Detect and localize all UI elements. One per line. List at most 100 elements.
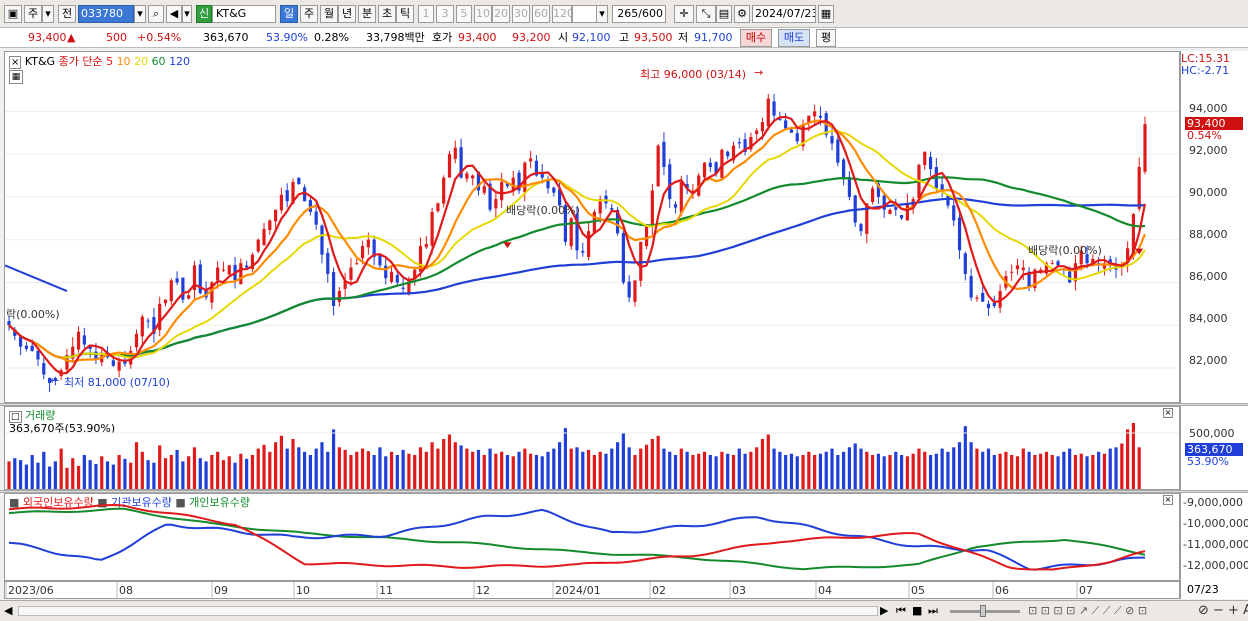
candle-body: [842, 159, 846, 178]
speaker-icon[interactable]: ◀: [166, 5, 182, 23]
crosshair-icon[interactable]: ✛: [674, 5, 694, 23]
gear-icon[interactable]: ⚙: [734, 5, 750, 23]
stock-code-input[interactable]: 033780: [78, 5, 134, 23]
x-tick-label: 2024/01: [555, 584, 601, 597]
buy-button[interactable]: 매수: [740, 29, 772, 47]
volume-bar: [1097, 451, 1101, 489]
date-input[interactable]: 2024/07/23: [752, 5, 816, 23]
candle-body: [82, 335, 86, 345]
period-button-1[interactable]: 주: [300, 5, 318, 23]
candle-body: [1068, 271, 1072, 283]
candle-body: [575, 213, 579, 251]
volume-bar: [807, 451, 811, 489]
scroll-right-icon[interactable]: ▶: [880, 604, 889, 617]
candle-body: [558, 189, 562, 206]
interval-button-3[interactable]: 10: [474, 5, 492, 23]
candle-body: [366, 239, 370, 248]
pane-close-icon[interactable]: ×: [1163, 495, 1173, 505]
period-button-0[interactable]: 일: [280, 5, 298, 23]
interval-button-6[interactable]: 60: [532, 5, 550, 23]
interval-button-4[interactable]: 20: [492, 5, 510, 23]
search-icon[interactable]: ⌕: [148, 5, 164, 23]
next-page-icon[interactable]: ⏭: [928, 604, 938, 617]
candle-body: [882, 195, 886, 210]
period-button-6[interactable]: 틱: [396, 5, 414, 23]
volume-bar: [42, 451, 46, 489]
volume-bar: [198, 458, 202, 489]
interval-button-1[interactable]: 3: [436, 5, 454, 23]
chart-type-icon[interactable]: ▣: [4, 5, 22, 23]
volume-bar: [1044, 451, 1049, 489]
speaker-dropdown-icon[interactable]: ▾: [182, 5, 192, 23]
x-tick-label: 08: [119, 584, 133, 597]
period-button-2[interactable]: 월: [320, 5, 338, 23]
save-icon[interactable]: ▤: [716, 5, 732, 23]
volume-bar: [476, 449, 481, 489]
chevron-down-icon[interactable]: ▾: [42, 5, 54, 23]
period-button-3[interactable]: 년: [338, 5, 356, 23]
volume-bar: [343, 449, 347, 489]
period-button-4[interactable]: 분: [358, 5, 376, 23]
candle-body: [1079, 250, 1083, 265]
interval-dropdown-icon[interactable]: ▾: [596, 5, 608, 23]
code-dropdown-icon[interactable]: ▾: [134, 5, 146, 23]
data-count-field[interactable]: 265/600: [612, 5, 666, 23]
zoom-slider-thumb[interactable]: [980, 605, 986, 617]
candle-body: [146, 320, 150, 322]
sell-button[interactable]: 매도: [778, 29, 810, 47]
volume-bar: [952, 447, 956, 489]
pane-close-icon[interactable]: ×: [1163, 408, 1173, 418]
interval-button-0[interactable]: 1: [418, 5, 434, 23]
volume-bar: [529, 453, 533, 489]
candle-body: [586, 231, 591, 257]
period-button-5[interactable]: 초: [378, 5, 396, 23]
candle-body: [297, 177, 301, 185]
prev-page-icon[interactable]: ⏮: [896, 604, 906, 617]
stock-name-field[interactable]: KT&G: [212, 5, 276, 23]
legend-close-box[interactable]: ×: [9, 56, 22, 69]
volume-bar: [1027, 451, 1031, 489]
volume-bar: [969, 442, 973, 489]
candle-body: [621, 233, 625, 283]
table-icon[interactable]: ▦: [9, 70, 23, 84]
stop-icon[interactable]: ■: [912, 604, 923, 617]
period-prefix-button[interactable]: 주: [24, 5, 42, 23]
candle-body: [818, 115, 823, 118]
calendar-icon[interactable]: ▦: [818, 5, 834, 23]
horizontal-scrollbar[interactable]: [18, 606, 878, 616]
volume-bar: [795, 456, 799, 489]
volume-bar: [407, 453, 411, 489]
zoom-buttons[interactable]: ⊘ − + A: [1198, 603, 1248, 618]
volume-bar: [847, 447, 852, 489]
scroll-left-icon[interactable]: ◀: [4, 604, 13, 617]
holding-pane[interactable]: ■ 외국인보유수량 ■ 기관보유수량 ■ 개인보유수량 ×: [4, 493, 1180, 581]
pane-splitter-2[interactable]: [0, 490, 1248, 493]
volume-pane[interactable]: □ 거래량 363,670주(53.90%) ×: [4, 406, 1180, 490]
pane-splitter-1[interactable]: [0, 403, 1248, 406]
volume-bar: [1050, 455, 1054, 489]
volume-bar: [436, 448, 440, 489]
lc-label: LC:15.31: [1181, 52, 1231, 65]
candle-body: [337, 291, 341, 302]
volume-bar: [274, 442, 278, 489]
average-button[interactable]: 평: [816, 29, 836, 47]
hold-tick-12m: -12,000,000: [1183, 559, 1248, 572]
volume-bar: [598, 451, 602, 489]
interval-button-2[interactable]: 5: [456, 5, 472, 23]
volume-bar: [517, 451, 521, 489]
volume-legend-box[interactable]: □: [9, 411, 22, 423]
volume-bar: [140, 451, 144, 489]
volume-bar: [389, 451, 394, 489]
tool-icons[interactable]: ⊡ ⊡ ⊡ ⊡ ↗ ⟋ ⟋ ⟋ ⊘ ⊡: [1028, 604, 1148, 617]
ask-price: 93,400: [458, 31, 497, 44]
compare-button[interactable]: 전: [58, 5, 76, 23]
draw-tool-icon[interactable]: ⤡: [696, 5, 716, 23]
candle-body: [714, 162, 718, 174]
volume-bar: [500, 451, 504, 489]
interval-button-7[interactable]: 120: [552, 5, 572, 23]
price-chart-pane[interactable]: × KT&G 종가 단순 5 10 20 60 120 ▦: [4, 51, 1180, 403]
credit-badge: 신: [196, 5, 212, 23]
interval-button-5[interactable]: 30: [512, 5, 530, 23]
volume-bar: [766, 434, 770, 489]
volume-bar: [430, 442, 434, 489]
